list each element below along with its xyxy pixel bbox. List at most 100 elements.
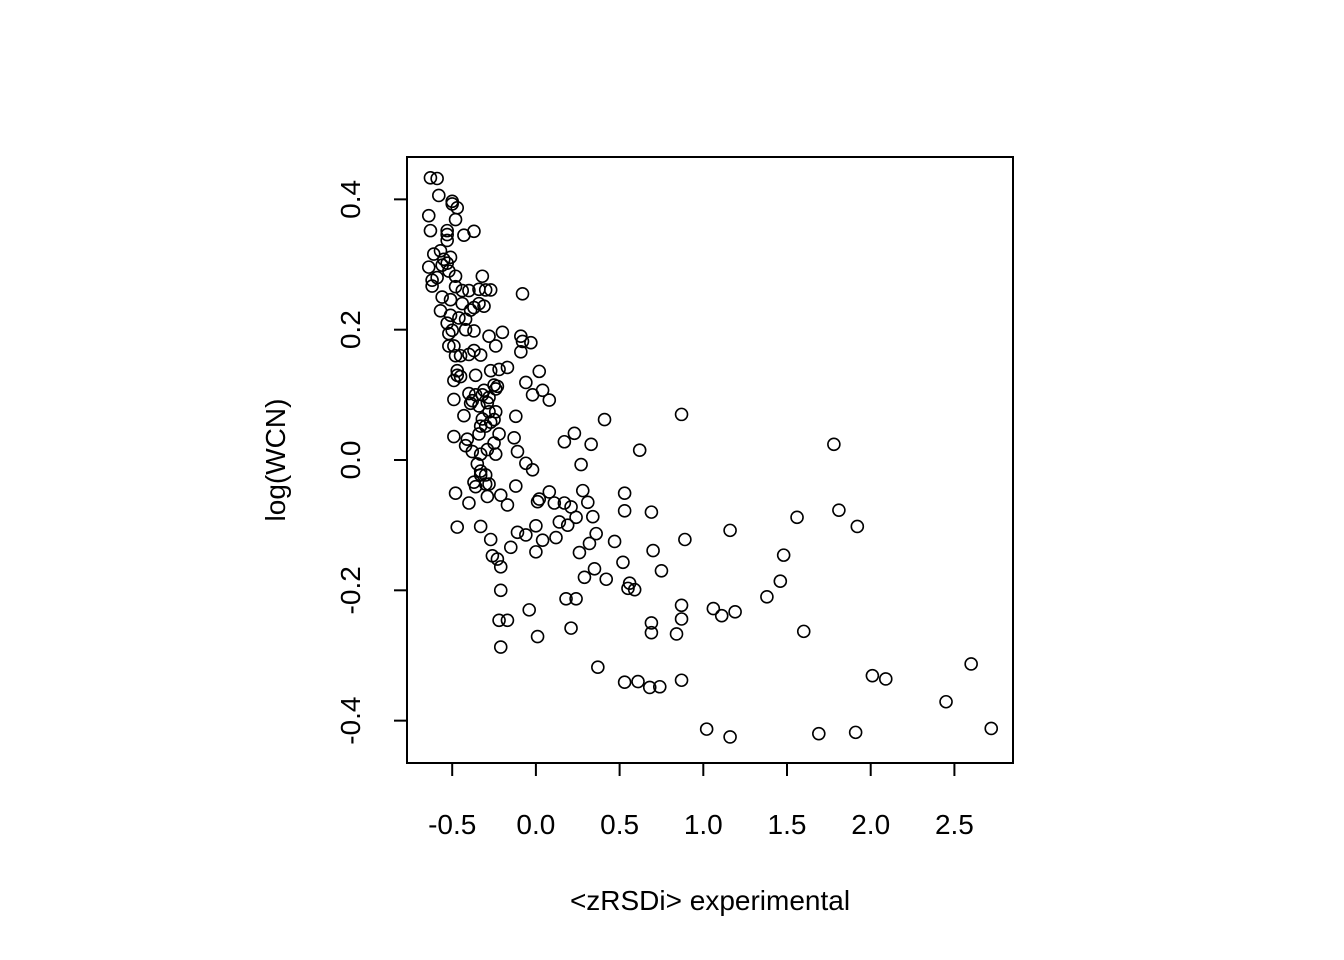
data-point [467, 224, 481, 239]
data-point [477, 299, 491, 314]
data-point [509, 479, 523, 493]
data-point [642, 680, 657, 695]
data-point [475, 269, 490, 284]
data-point [627, 582, 642, 597]
data-point [773, 574, 788, 589]
data-point [939, 694, 953, 709]
data-point [447, 373, 461, 388]
data-point [462, 386, 476, 401]
data-point [448, 348, 463, 363]
data-point [492, 427, 506, 441]
data-point [493, 583, 508, 598]
data-point [674, 673, 689, 688]
data-point [575, 483, 590, 498]
data-point [450, 520, 465, 534]
x-axis-label: <zRSDi> experimental [570, 885, 850, 916]
data-point [421, 208, 436, 223]
data-point [448, 269, 463, 284]
data-point [473, 419, 488, 433]
data-point [478, 283, 493, 297]
data-point [487, 436, 501, 450]
data-point [723, 523, 737, 538]
data-point [483, 532, 498, 547]
data-point [447, 429, 461, 444]
data-point [699, 722, 714, 736]
data-point [488, 339, 503, 353]
data-point [582, 536, 597, 551]
data-point [569, 591, 583, 606]
data-point [549, 530, 563, 545]
data-point [442, 339, 456, 353]
y-tick-label: -0.4 [335, 697, 366, 745]
data-point [437, 252, 451, 267]
data-point [490, 552, 505, 566]
data-point [472, 427, 486, 441]
data-point [644, 505, 659, 519]
data-point [430, 171, 444, 186]
data-point [487, 412, 501, 427]
data-point [465, 444, 480, 459]
data-point [507, 431, 521, 445]
data-point [522, 603, 537, 617]
data-point [500, 360, 515, 375]
data-point [440, 223, 454, 238]
data-point [423, 223, 438, 238]
data-point [559, 591, 573, 606]
data-point [591, 660, 605, 675]
data-point [632, 443, 647, 458]
data-point [760, 590, 774, 604]
data-point [467, 300, 481, 315]
data-point [510, 444, 525, 459]
data-point [577, 570, 592, 585]
data-point [458, 322, 473, 337]
data-point [525, 388, 540, 402]
data-point [542, 393, 557, 407]
data-point [827, 437, 841, 452]
data-point [509, 409, 523, 424]
data-point [493, 560, 508, 574]
data-point [878, 672, 893, 686]
data-point [421, 260, 436, 274]
data-point [525, 462, 540, 477]
data-point [490, 379, 505, 394]
data-point [468, 479, 483, 494]
data-point [453, 348, 468, 363]
data-point [616, 555, 630, 570]
data-point [597, 412, 612, 427]
y-tick-label: -0.2 [335, 566, 366, 614]
data-point [425, 279, 439, 293]
data-point [567, 426, 582, 441]
data-point [865, 668, 880, 683]
y-tick-label: 0.4 [335, 180, 366, 219]
data-point [984, 721, 999, 736]
data-point [560, 518, 575, 532]
data-point [463, 396, 478, 411]
data-point [524, 335, 538, 350]
data-point [482, 329, 496, 343]
data-point [644, 616, 659, 630]
data-point [488, 447, 503, 461]
data-point [669, 627, 684, 641]
data-point [440, 227, 454, 242]
data-point [723, 730, 737, 744]
data-point [564, 621, 578, 635]
data-point [646, 543, 660, 558]
data-point [617, 486, 632, 501]
data-point [532, 492, 547, 506]
data-point [621, 581, 635, 596]
data-point [530, 494, 545, 509]
data-point [532, 364, 547, 379]
data-point [500, 498, 515, 512]
data-point [519, 528, 533, 542]
data-point [453, 369, 468, 384]
data-point [572, 545, 587, 560]
x-tick-label: 2.0 [851, 809, 890, 840]
data-point [445, 197, 459, 211]
data-point [547, 496, 562, 510]
data-point [462, 283, 476, 298]
data-point [467, 324, 481, 338]
x-tick-label: 1.0 [684, 809, 723, 840]
data-point [832, 503, 846, 517]
data-point [964, 657, 978, 671]
data-point [468, 368, 483, 383]
